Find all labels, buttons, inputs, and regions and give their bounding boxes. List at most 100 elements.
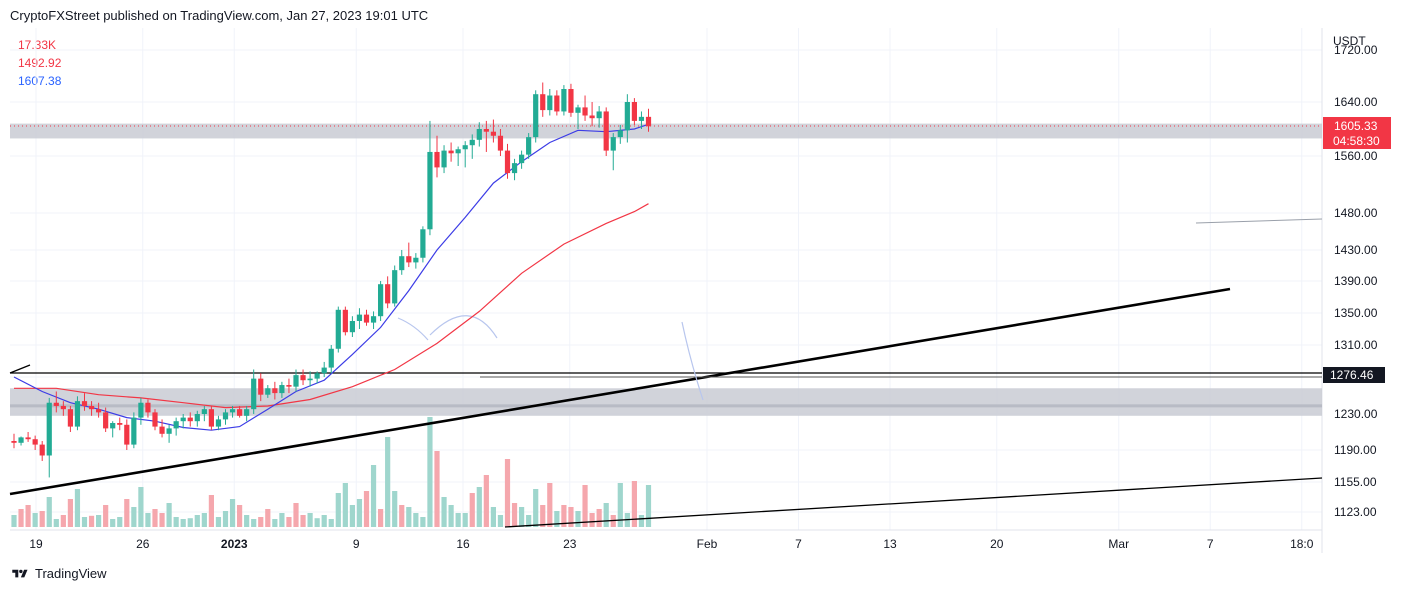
candle-body — [427, 151, 433, 230]
candle-body — [67, 409, 73, 427]
candle-body — [589, 115, 595, 119]
price-tick-label: 1430.00 — [1334, 243, 1378, 257]
volume-bar — [173, 517, 179, 527]
volume-bar — [603, 503, 609, 527]
volume-bar — [60, 515, 66, 527]
footer-brand-label: TradingView — [35, 566, 107, 581]
volume-bar — [237, 505, 243, 527]
support-zones — [10, 123, 1322, 416]
candle-body — [321, 367, 327, 374]
footer-brand[interactable]: TradingView — [10, 566, 107, 581]
time-tick-label: 20 — [990, 537, 1004, 551]
volume-bar — [279, 513, 285, 527]
trendline-drawings[interactable] — [9, 125, 1323, 528]
volume-bar — [321, 515, 327, 527]
volume-bar — [349, 505, 355, 527]
volume-bar — [617, 483, 623, 527]
volume-bar — [159, 513, 165, 527]
volume-bar — [589, 513, 595, 527]
candle-body — [60, 405, 66, 410]
volume-bar — [67, 499, 73, 527]
support-zone-midline — [10, 404, 1322, 408]
candle-body — [540, 94, 546, 111]
volume-bar — [208, 495, 214, 527]
candle-body — [251, 378, 257, 410]
volume-bar — [335, 493, 341, 527]
candle-body — [166, 428, 172, 434]
volume-bar — [638, 515, 645, 527]
candle-body — [526, 137, 532, 155]
candle-body — [342, 309, 348, 333]
candle-body — [441, 150, 447, 168]
candle-body — [81, 401, 88, 406]
candle-body — [631, 102, 637, 121]
price-tick-label: 1230.00 — [1334, 407, 1378, 421]
price-tick-label: 1190.00 — [1334, 443, 1377, 457]
volume-bar — [526, 515, 532, 527]
last-price-tag-bg — [1323, 117, 1391, 149]
volume-bar — [293, 503, 299, 527]
candle-body — [385, 284, 391, 304]
volume-bar — [166, 503, 172, 527]
time-tick-label: 16 — [456, 537, 470, 551]
volume-bars — [11, 417, 652, 527]
candle-body — [448, 150, 454, 154]
volume-bar — [420, 517, 426, 527]
volume-bar — [110, 519, 116, 527]
candle-body — [173, 421, 179, 429]
publisher-line: CryptoFXStreet published on TradingView.… — [10, 8, 429, 23]
candle-body — [617, 130, 623, 138]
candle-body — [335, 309, 341, 349]
candle-body — [300, 375, 306, 381]
candle-body — [645, 116, 652, 127]
volume-bar — [215, 517, 222, 527]
candle-body — [307, 378, 313, 381]
price-tags: 1605.33 04:58:30 1276.46 — [1323, 117, 1391, 383]
volume-bar — [272, 519, 278, 527]
volume-bar — [575, 511, 581, 527]
countdown-tag: 04:58:30 — [1333, 134, 1380, 148]
time-tick-label: 2023 — [221, 537, 248, 551]
volume-bar — [18, 509, 24, 527]
lower-trendline — [504, 477, 1323, 528]
price-axis[interactable]: USDT 1123.00 1155.00 1190.00 1230.00 1310.00… — [1333, 34, 1378, 519]
candle-body — [504, 150, 511, 174]
level-tag: 1276.46 — [1330, 368, 1374, 382]
projection-arrow — [397, 317, 429, 341]
candle-body — [286, 385, 292, 387]
time-tick-label: 7 — [1207, 537, 1214, 551]
candle-body — [349, 321, 355, 333]
volume-bar — [519, 507, 525, 527]
legend-volume-value: 17.33K — [18, 38, 57, 52]
candle-body — [476, 129, 482, 140]
last-price-tag: 1605.33 — [1334, 119, 1378, 133]
volume-bar — [251, 519, 257, 527]
volume-bar — [187, 518, 193, 527]
candle-body — [328, 348, 334, 368]
candle-body — [490, 131, 496, 136]
candle-body — [74, 401, 81, 427]
volume-bar — [596, 509, 602, 527]
volume-bar — [145, 513, 151, 527]
moving-averages — [13, 123, 649, 431]
volume-bar — [631, 481, 637, 527]
candle-body — [39, 444, 45, 456]
candles — [11, 82, 652, 478]
candle-body — [222, 412, 229, 420]
volume-bar — [300, 515, 306, 527]
volume-bar — [11, 515, 17, 527]
time-axis[interactable]: 19 26 2023 9 16 23 Feb 7 13 20 Mar 7 18:0 — [29, 537, 1313, 551]
trendline-stub — [9, 364, 31, 374]
candle-body — [265, 388, 271, 395]
candle-body — [96, 409, 102, 413]
volume-bar — [117, 517, 123, 527]
ma-slow-line — [14, 203, 649, 409]
candle-body — [378, 284, 384, 317]
volume-bar — [378, 509, 384, 527]
tradingview-logo-icon — [12, 569, 28, 577]
candle-body — [356, 314, 363, 321]
volume-bar — [46, 497, 52, 527]
volume-bar — [413, 513, 419, 527]
volume-bar — [363, 491, 370, 527]
